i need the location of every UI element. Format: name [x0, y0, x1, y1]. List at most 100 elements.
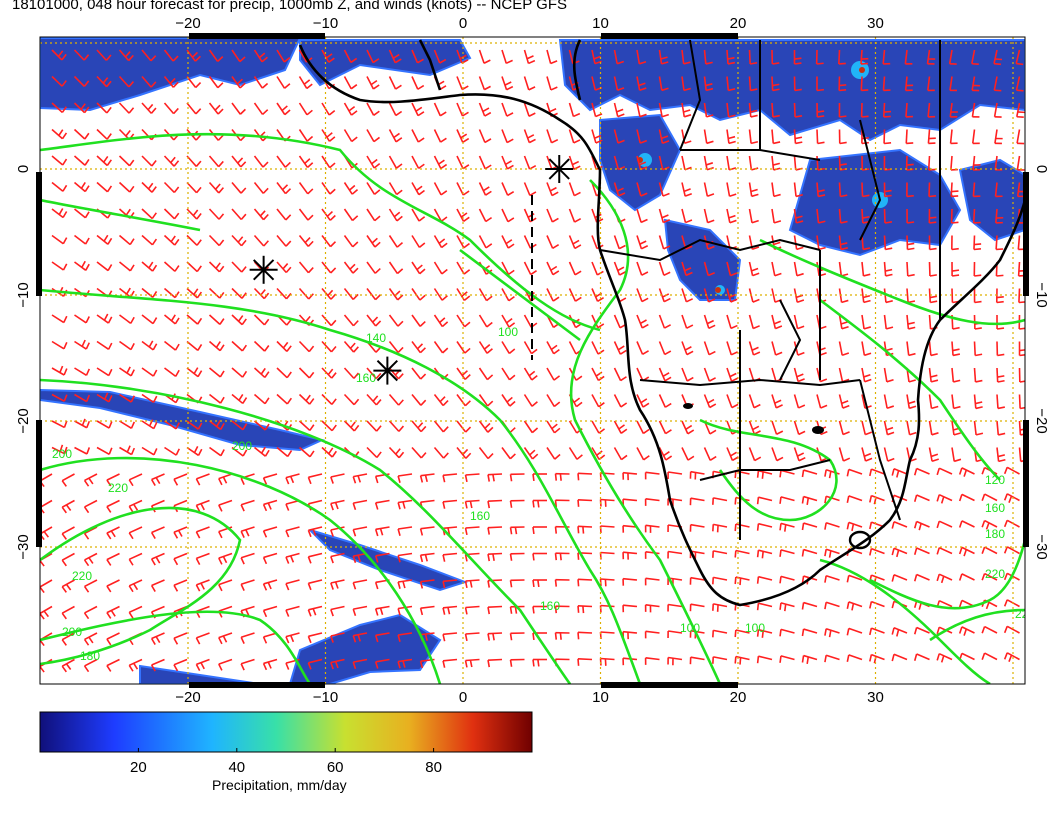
wind-barb: [936, 520, 953, 529]
wind-barb: [689, 497, 705, 506]
wind-barb: [253, 393, 270, 405]
wind-barb: [509, 473, 525, 482]
colorbar-ramp: [40, 712, 532, 752]
wind-barb: [883, 420, 895, 436]
wind-barb: [703, 182, 715, 197]
wind-barb: [456, 367, 471, 380]
wind-barb: [51, 155, 68, 166]
wind-barb: [748, 208, 759, 224]
wind-barb: [913, 626, 930, 635]
wind-barb: [644, 604, 660, 613]
wind-barb: [644, 471, 660, 480]
wind-barb: [860, 102, 869, 118]
wind-barb: [119, 340, 135, 351]
wind-barb: [253, 420, 270, 431]
wind-barb: [577, 578, 593, 587]
wind-barb: [253, 234, 269, 247]
wind-barb: [950, 155, 958, 171]
wind-barb: [981, 625, 998, 634]
wind-barb: [374, 552, 390, 563]
wind-barb: [1016, 155, 1025, 171]
wind-barb: [913, 573, 930, 582]
wind-barb: [195, 499, 210, 512]
wind-barb: [411, 314, 426, 327]
wind-barb: [681, 102, 692, 118]
wind-barb: [936, 573, 953, 584]
wind-barb: [231, 208, 247, 221]
wind-barb: [996, 420, 1006, 436]
wind-barb: [636, 129, 648, 144]
wind-barb: [330, 552, 345, 564]
wind-barb: [478, 208, 493, 223]
wind-barb: [83, 552, 98, 567]
wind-barb: [388, 49, 402, 64]
wind-barb: [973, 394, 983, 410]
wind-barb: [613, 394, 628, 408]
wind-barb: [397, 499, 413, 510]
wind-barb: [61, 552, 75, 567]
colorbar-tick-label: 20: [130, 759, 147, 776]
wind-barb: [456, 314, 471, 328]
wind-barb: [343, 102, 358, 116]
wind-barb: [173, 658, 188, 672]
wind-barb: [936, 467, 953, 476]
wind-barb: [433, 288, 448, 301]
wind-barb: [532, 552, 547, 561]
wind-barb: [388, 76, 402, 90]
wind-barb: [748, 129, 759, 145]
wind-barb: [891, 574, 908, 582]
wind-barb: [591, 420, 606, 434]
wind-barb: [577, 658, 593, 666]
wind-barb: [861, 182, 870, 198]
lon-tick-bottom: 0: [459, 689, 467, 706]
wind-barb: [240, 499, 255, 512]
frame-bars: [36, 33, 1029, 688]
wind-barb: [644, 657, 660, 665]
wind-barb: [904, 76, 914, 92]
wind-barb: [824, 574, 840, 583]
wind-barb: [948, 49, 957, 65]
wind-barb: [577, 472, 593, 481]
wind-barb: [501, 49, 513, 65]
contour-label: 220: [108, 481, 128, 495]
wind-barb: [613, 235, 626, 250]
wind-barb: [599, 657, 615, 666]
wind-barb: [276, 340, 292, 352]
wind-barb: [846, 627, 863, 636]
wind-barb: [330, 632, 345, 643]
wind-barb: [891, 653, 908, 662]
wind-barb: [74, 260, 90, 271]
lat-tick-right: 0: [1033, 165, 1050, 173]
wind-barb: [240, 526, 255, 538]
wind-barb: [927, 155, 936, 171]
wind-barb: [681, 420, 695, 435]
wind-barb: [771, 314, 783, 330]
wind-barb: [644, 577, 660, 586]
wind-barb: [321, 314, 337, 327]
wind-barb: [163, 75, 179, 88]
wind-barb: [330, 579, 345, 590]
wind-barb: [321, 49, 335, 63]
contour-label: 180: [985, 527, 1005, 541]
wind-barb: [298, 420, 315, 432]
wind-barb: [927, 102, 936, 118]
wind-barb: [388, 420, 405, 432]
wind-barb: [51, 75, 67, 87]
wind-barb: [636, 182, 648, 197]
map-frame: [39, 36, 1026, 685]
wind-barb: [681, 288, 694, 303]
wind-barb: [96, 313, 113, 324]
wind-barb: [298, 393, 315, 405]
wind-barb: [253, 155, 269, 168]
wind-barb: [106, 658, 120, 672]
wind-barb: [906, 235, 915, 251]
wind-barb: [119, 420, 136, 430]
wind-barb: [838, 76, 847, 92]
wind-barb: [1003, 625, 1020, 634]
lon-tick-top: 20: [730, 15, 747, 32]
wind-barb: [748, 261, 760, 277]
wind-barb: [411, 102, 425, 117]
wind-barb: [793, 182, 804, 198]
wind-barb: [860, 49, 869, 65]
wind-barb: [891, 627, 908, 637]
